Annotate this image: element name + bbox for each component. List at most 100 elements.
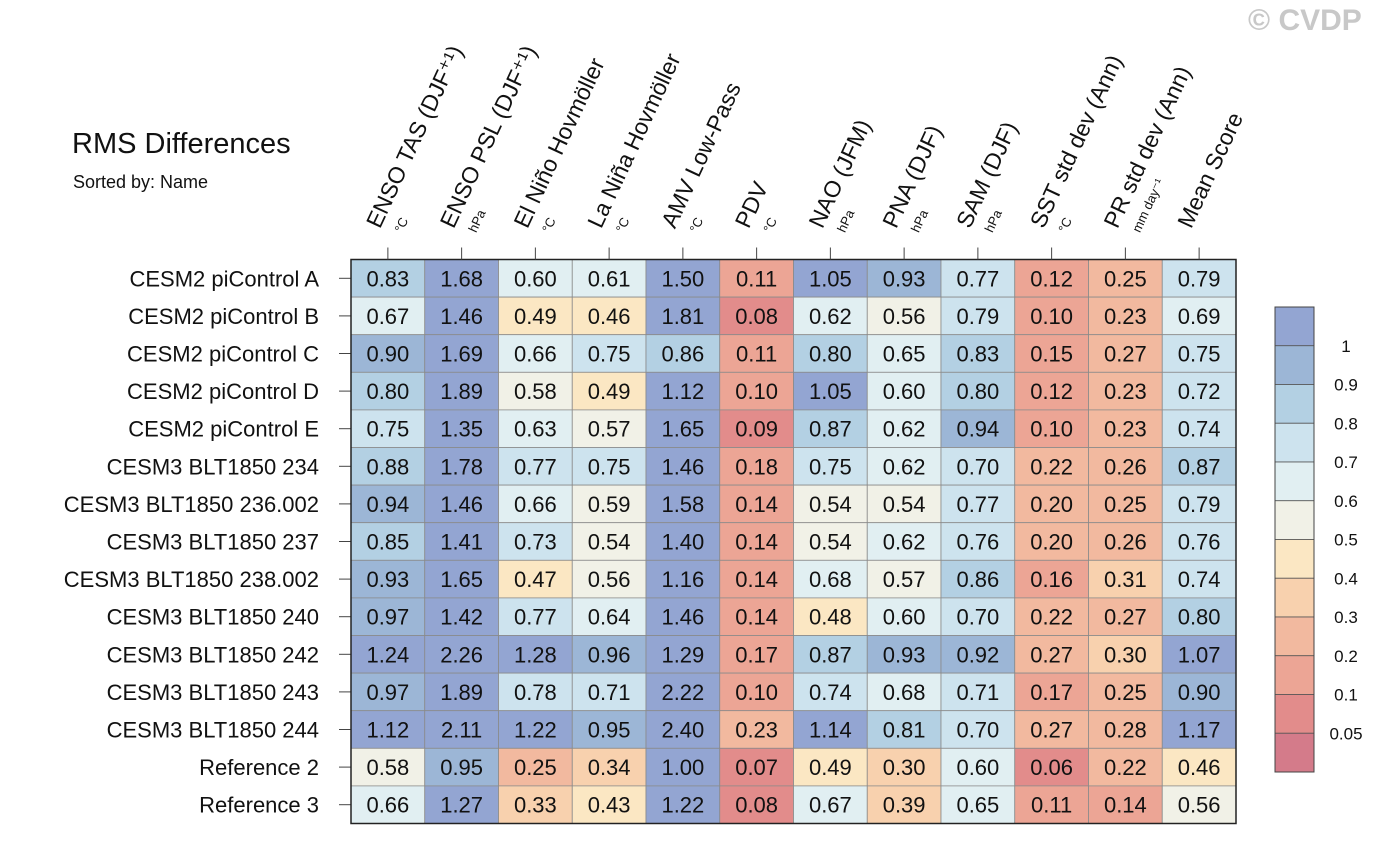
- cell-value-label: 1.68: [440, 266, 483, 291]
- cell-value-label: 1.29: [661, 642, 704, 667]
- heatmap-cell: [498, 296, 573, 336]
- colorbar-tick-label: 0.5: [1334, 531, 1358, 550]
- cell-value-label: 0.70: [956, 718, 999, 743]
- cell-value-label: 0.27: [1104, 342, 1147, 367]
- heatmap-cell: [1088, 296, 1163, 336]
- cell-value-label: 0.30: [883, 755, 926, 780]
- heatmap-cell: [1014, 409, 1089, 448]
- cell-value-label: 0.80: [366, 379, 409, 404]
- heatmap-cell: [1088, 334, 1163, 373]
- cell-value-label: 0.17: [735, 642, 778, 667]
- cell-value-label: 0.94: [366, 492, 409, 517]
- cell-value-label: 0.57: [883, 567, 926, 592]
- cell-value-label: 0.93: [366, 567, 409, 592]
- cell-value-label: 0.78: [514, 680, 557, 705]
- heatmap-cell: [498, 635, 573, 674]
- heatmap-cell: [350, 672, 426, 712]
- heatmap-cell: [866, 710, 942, 749]
- cell-value-label: 1.46: [440, 492, 483, 517]
- cell-value-label: 0.80: [1178, 605, 1221, 630]
- cell-value-label: 0.59: [588, 492, 631, 517]
- heatmap-cell: [866, 259, 942, 298]
- heatmap-cell: [571, 334, 647, 373]
- colorbar-segment: [1274, 616, 1315, 657]
- cell-value-label: 2.22: [661, 680, 704, 705]
- cell-value-label: 0.14: [735, 605, 778, 630]
- cell-value-label: 0.64: [588, 605, 631, 630]
- cell-value-label: 1.22: [514, 718, 557, 743]
- heatmap-cell: [793, 484, 868, 524]
- cell-value-label: 0.14: [1104, 793, 1147, 818]
- heatmap-cell: [498, 785, 573, 824]
- row-label: CESM3 BLT1850 240: [107, 605, 319, 630]
- colorbar-tick-label: 0.05: [1329, 724, 1362, 743]
- cell-value-label: 0.39: [883, 793, 926, 818]
- cell-value-label: 0.87: [809, 642, 852, 667]
- column-unit-label: °C: [539, 215, 559, 235]
- heatmap-cell: [719, 559, 794, 599]
- cell-value-label: 0.11: [736, 266, 777, 291]
- heatmap-cell: [1088, 259, 1163, 298]
- cell-value-label: 0.23: [1104, 304, 1147, 329]
- colorbar-tick-label: 0.3: [1334, 608, 1358, 627]
- cell-value-label: 1.16: [661, 567, 704, 592]
- heatmap-cell: [645, 409, 721, 448]
- cell-value-label: 0.80: [956, 379, 999, 404]
- cell-value-label: 0.77: [514, 454, 557, 479]
- cell-value-label: 1.07: [1178, 642, 1221, 667]
- cell-value-label: 0.75: [588, 454, 631, 479]
- heatmap-cell: [498, 484, 573, 524]
- cell-value-label: 0.62: [883, 454, 926, 479]
- cell-value-label: 0.46: [588, 304, 631, 329]
- cell-value-label: 1.46: [440, 304, 483, 329]
- cell-value-label: 0.49: [809, 755, 852, 780]
- cell-value-label: 0.14: [735, 530, 778, 555]
- cell-value-label: 1.27: [440, 793, 483, 818]
- cell-value-label: 0.56: [883, 304, 926, 329]
- heatmap-cell: [1161, 672, 1237, 712]
- colorbar-segment: [1274, 345, 1315, 385]
- cell-value-label: 0.65: [883, 342, 926, 367]
- row-label: CESM3 BLT1850 243: [107, 680, 319, 705]
- heatmap-cell: [571, 597, 647, 636]
- cell-value-label: 0.75: [588, 342, 631, 367]
- cell-value-label: 0.70: [956, 454, 999, 479]
- cell-value-label: 0.62: [809, 304, 852, 329]
- heatmap-cell: [350, 447, 426, 486]
- cell-value-label: 0.71: [588, 680, 631, 705]
- heatmap-cell: [1161, 334, 1237, 373]
- cell-value-label: 0.85: [366, 530, 409, 555]
- cell-value-label: 1.22: [661, 793, 704, 818]
- heatmap-cell: [1161, 259, 1237, 298]
- cell-value-label: 0.54: [588, 530, 631, 555]
- cell-value-label: 0.63: [514, 417, 557, 442]
- colorbar-tick-label: 0.4: [1334, 569, 1358, 588]
- cell-value-label: 0.20: [1030, 530, 1073, 555]
- chart-title: RMS Differences: [72, 128, 291, 160]
- heatmap-cell: [866, 785, 942, 824]
- cell-value-label: 1.42: [440, 605, 483, 630]
- cell-value-label: 0.60: [883, 605, 926, 630]
- heatmap-cell: [719, 484, 794, 524]
- heatmap-cell: [571, 710, 647, 749]
- cell-value-label: 0.56: [1178, 793, 1221, 818]
- column-unit-label: hPa: [908, 207, 932, 235]
- cell-value-label: 0.10: [735, 379, 778, 404]
- cell-value-label: 0.77: [956, 492, 999, 517]
- cell-value-label: 0.28: [1104, 718, 1147, 743]
- cell-value-label: 0.65: [956, 793, 999, 818]
- colorbar-segment: [1274, 500, 1315, 540]
- cell-value-label: 0.77: [956, 266, 999, 291]
- cell-value-label: 0.72: [1178, 379, 1221, 404]
- heatmap-cell: [424, 296, 499, 336]
- cell-value-label: 0.22: [1104, 755, 1147, 780]
- cvdp-watermark: © CVDP: [1248, 4, 1362, 37]
- heatmap-cell: [350, 597, 426, 636]
- heatmap-cell: [424, 672, 499, 712]
- cell-value-label: 0.75: [809, 454, 852, 479]
- heatmap-cell: [940, 597, 1016, 636]
- heatmap-cell: [1014, 334, 1089, 373]
- cell-value-label: 1.81: [661, 304, 704, 329]
- heatmap-cell: [866, 296, 942, 336]
